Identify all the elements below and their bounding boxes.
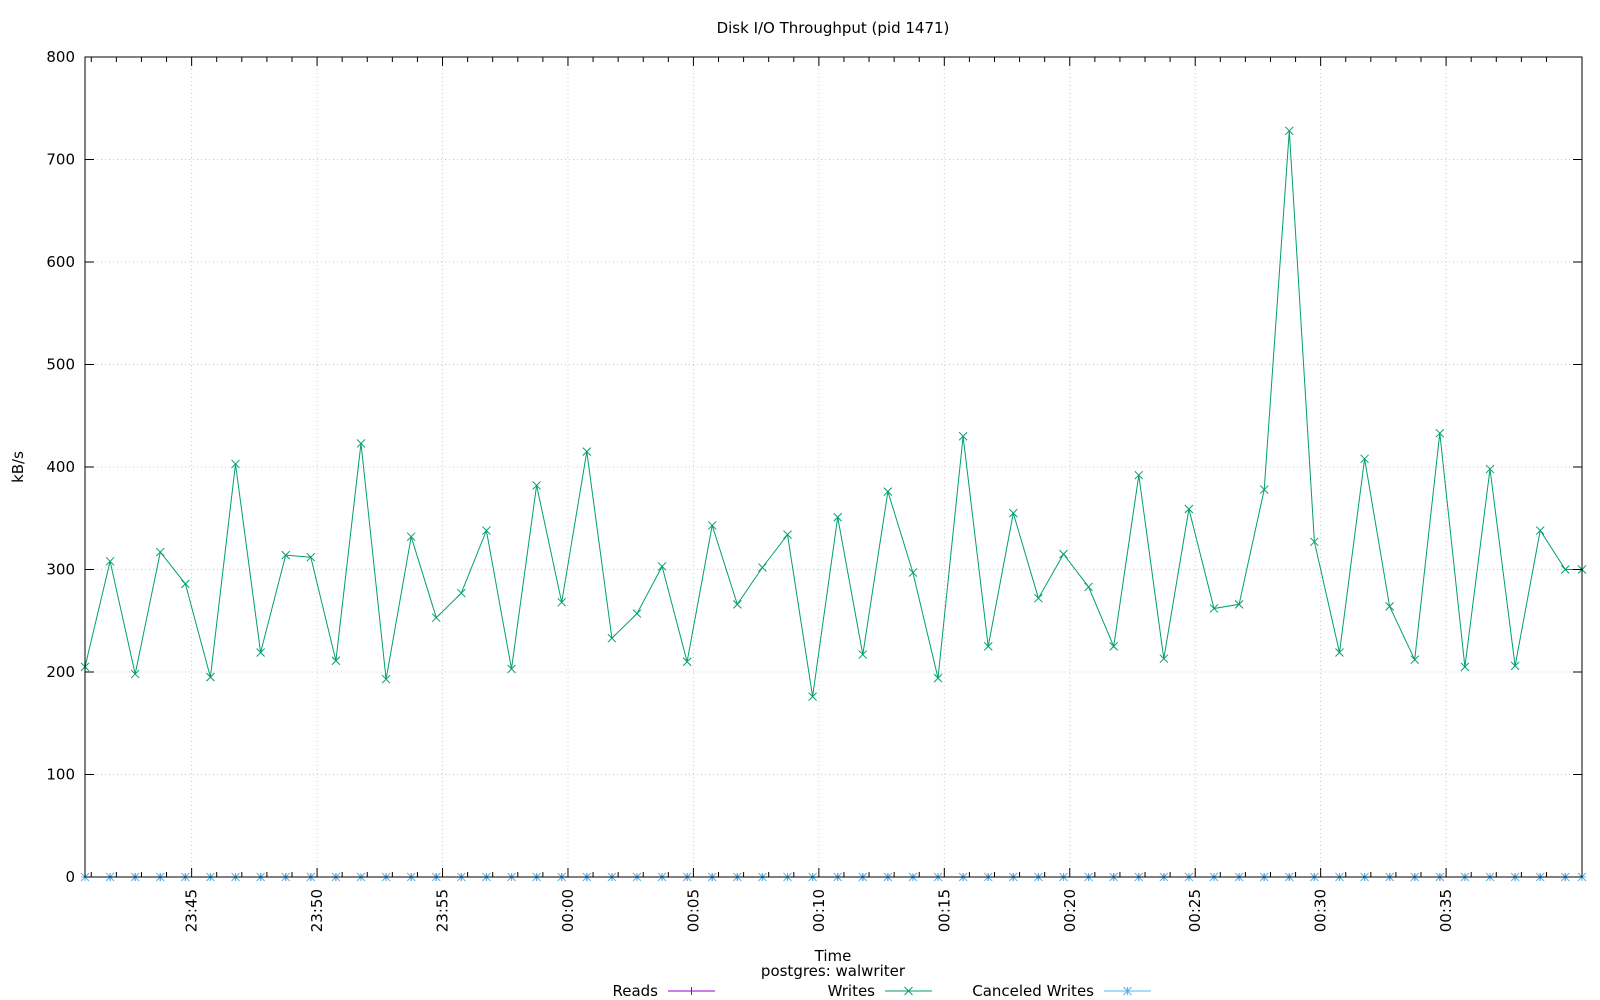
data-point-writes	[582, 447, 592, 456]
x-tick-label: 23:50	[308, 889, 326, 932]
data-point-writes	[1259, 485, 1269, 494]
data-point-writes	[808, 692, 817, 701]
chart-title: Disk I/O Throughput (pid 1471)	[717, 19, 950, 37]
legend-item-canceled-writes: Canceled Writes	[972, 982, 1151, 1000]
data-point-writes	[1485, 464, 1495, 474]
x-tick-label: 00:25	[1186, 889, 1204, 932]
data-point-writes	[1335, 648, 1344, 657]
data-point-writes	[958, 431, 968, 441]
data-point-writes	[381, 674, 391, 684]
data-point-writes	[682, 657, 692, 667]
data-point-writes	[181, 579, 190, 589]
data-point-writes	[557, 597, 567, 607]
grid	[85, 57, 1582, 877]
y-tick-label: 700	[46, 151, 75, 169]
data-point-writes	[707, 521, 717, 530]
data-point-writes	[155, 547, 165, 557]
data-point-writes	[130, 669, 140, 679]
data-point-writes	[1435, 428, 1445, 438]
data-point-writes	[1034, 593, 1043, 603]
axis-ticks: 0 100 200 300 400 500 600 700 800 23:45 23:50 23:55…	[46, 48, 1582, 932]
data-point-writes	[1008, 508, 1018, 518]
data-point-writes	[1284, 126, 1294, 136]
y-tick-label: 500	[46, 356, 75, 374]
data-point-writes	[482, 526, 491, 535]
data-point-writes	[1385, 602, 1395, 611]
legend-label: Reads	[612, 982, 658, 1000]
legend: Reads Writes Canceled Writes	[612, 982, 1151, 1000]
data-point-writes	[758, 563, 767, 572]
data-point-writes	[1059, 549, 1068, 559]
data-point-writes	[933, 673, 943, 683]
data-point-writes	[833, 512, 843, 522]
data-point-writes	[1535, 526, 1545, 535]
data-point-writes	[532, 481, 541, 490]
x-tick-label: 00:35	[1437, 889, 1455, 932]
data-point-writes	[306, 552, 316, 562]
data-point-writes	[356, 439, 366, 448]
data-point-writes	[607, 633, 617, 643]
data-point-writes	[883, 487, 893, 496]
data-point-writes	[507, 664, 516, 674]
y-tick-label: 0	[65, 868, 75, 886]
y-tick-label: 100	[46, 766, 75, 784]
y-axis-label: kB/s	[9, 451, 27, 483]
data-point-writes	[1109, 642, 1119, 651]
legend-marker	[1123, 986, 1132, 996]
legend-label: Canceled Writes	[972, 982, 1094, 1000]
x-tick-label: 00:05	[684, 889, 702, 932]
data-point-writes	[406, 532, 416, 542]
legend-marker	[687, 987, 696, 995]
x-axis-label: Time	[814, 947, 852, 965]
legend-marker	[904, 986, 913, 996]
x-tick-label: 23:55	[434, 889, 452, 932]
legend-label: Writes	[828, 982, 876, 1000]
data-point-writes	[1184, 504, 1194, 514]
chart-subtitle: postgres: walwriter	[761, 962, 906, 980]
data-point-writes	[1560, 565, 1570, 574]
y-tick-label: 400	[46, 458, 75, 476]
data-point-writes	[231, 459, 240, 469]
x-tick-label: 00:30	[1312, 889, 1330, 932]
series-layer	[80, 126, 1587, 882]
data-point-writes	[983, 642, 993, 651]
data-point-writes	[1209, 604, 1219, 613]
data-point-writes	[331, 656, 341, 666]
data-point-writes	[632, 609, 642, 618]
data-point-writes	[1510, 661, 1520, 671]
y-tick-label: 800	[46, 48, 75, 66]
series-writes	[80, 126, 1587, 701]
data-point-writes	[783, 530, 792, 540]
y-tick-label: 300	[46, 561, 75, 579]
x-tick-label: 00:00	[559, 889, 577, 932]
data-point-writes	[657, 562, 667, 571]
x-tick-label: 23:45	[183, 889, 201, 932]
data-point-writes	[206, 672, 215, 682]
legend-item-writes: Writes	[828, 982, 932, 1000]
data-point-writes	[732, 599, 742, 609]
data-point-writes	[1460, 662, 1470, 672]
x-tick-label: 00:15	[935, 889, 953, 932]
y-tick-label: 600	[46, 253, 75, 271]
data-point-writes	[105, 556, 115, 566]
data-point-writes	[1159, 654, 1169, 664]
data-point-writes	[1084, 582, 1093, 592]
data-point-writes	[256, 648, 265, 657]
data-point-writes	[1134, 470, 1144, 480]
x-tick-label: 00:20	[1061, 889, 1079, 932]
data-point-writes	[281, 550, 291, 560]
data-point-writes	[456, 588, 466, 598]
data-point-writes	[1234, 599, 1244, 609]
y-tick-label: 200	[46, 663, 75, 681]
data-point-writes	[858, 650, 868, 659]
data-point-writes	[1360, 454, 1369, 464]
data-point-writes	[1410, 655, 1420, 665]
x-tick-label: 00:10	[810, 889, 828, 932]
data-point-writes	[1310, 537, 1319, 547]
data-point-writes	[431, 613, 441, 623]
series-line-writes	[84, 130, 1582, 697]
data-point-writes	[908, 568, 918, 577]
legend-item-reads: Reads	[612, 982, 715, 1000]
